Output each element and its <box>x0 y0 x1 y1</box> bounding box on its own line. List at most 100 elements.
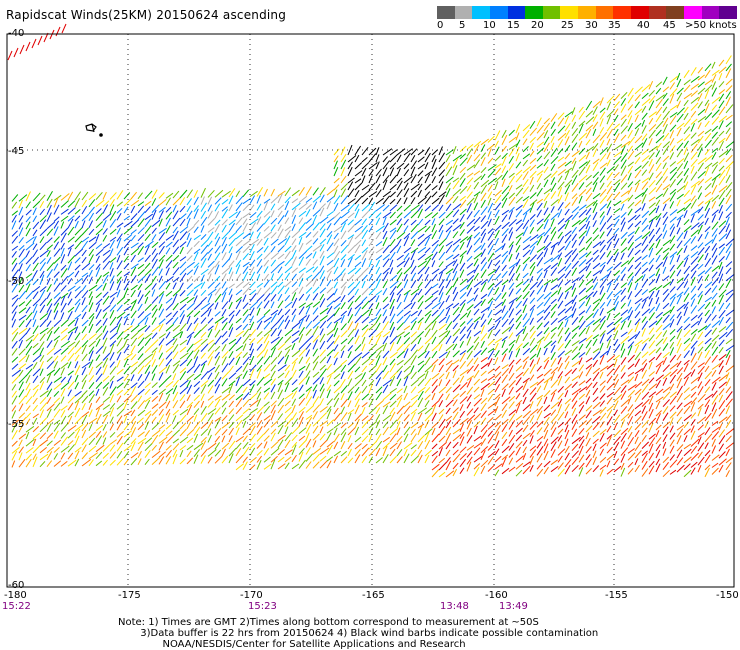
wind-barb <box>256 232 261 239</box>
wind-barb <box>641 468 649 477</box>
wind-barb <box>459 431 465 439</box>
wind-barb <box>711 200 717 209</box>
wind-barb <box>333 455 339 464</box>
wind-barb <box>32 310 38 321</box>
wind-barb <box>711 462 719 468</box>
wind-barb <box>592 359 599 368</box>
wind-barb <box>501 145 507 153</box>
wind-barb <box>368 191 378 198</box>
wind-barb <box>431 320 437 331</box>
wind-barb <box>382 454 389 464</box>
wind-barb <box>431 283 439 289</box>
wind-barb <box>648 257 655 265</box>
wind-barb <box>655 183 663 193</box>
wind-barb <box>620 145 626 155</box>
wind-barb <box>592 199 598 207</box>
wind-barb <box>361 406 366 415</box>
wind-barb <box>550 231 557 241</box>
wind-barb <box>557 287 562 295</box>
wind-barb <box>354 218 363 226</box>
wind-barb <box>473 191 481 197</box>
wind-barb <box>557 245 565 253</box>
wind-barb <box>704 371 713 380</box>
wind-barb <box>697 351 703 361</box>
wind-barb <box>46 237 53 244</box>
wind-barb <box>403 385 408 394</box>
wind-barb <box>207 400 214 408</box>
wind-barb <box>263 378 273 386</box>
wind-barb <box>431 309 439 317</box>
wind-barb <box>634 415 642 424</box>
wind-barb <box>613 133 620 144</box>
wind-barb <box>102 352 111 361</box>
wind-barb <box>648 152 655 160</box>
wind-barb <box>11 305 18 314</box>
wind-barb <box>662 110 670 121</box>
wind-barb <box>522 129 530 139</box>
wind-barb <box>522 207 532 216</box>
wind-barb <box>669 335 676 342</box>
wind-barb <box>522 380 528 391</box>
wind-barb <box>613 414 621 424</box>
wind-barb <box>683 316 690 324</box>
wind-barb <box>417 397 424 408</box>
wind-barb <box>39 286 47 293</box>
wind-barb <box>193 275 201 283</box>
wind-barb <box>130 242 139 249</box>
wind-barb <box>417 317 424 324</box>
wind-barb <box>347 351 352 359</box>
wind-barb <box>354 182 363 191</box>
wind-barb <box>319 340 326 350</box>
wind-barb <box>193 248 201 255</box>
wind-barb <box>704 393 714 401</box>
wind-barb <box>641 427 648 435</box>
wind-barb <box>410 301 416 310</box>
wind-barb <box>529 289 535 297</box>
wind-barb <box>74 361 79 369</box>
wind-barb <box>382 342 387 352</box>
wind-barb <box>487 244 494 255</box>
wind-barb <box>557 375 563 386</box>
wind-barb <box>515 455 524 463</box>
wind-barb <box>578 204 587 211</box>
wind-barb <box>641 194 647 204</box>
wind-barb <box>242 328 250 338</box>
wind-barb <box>389 245 398 254</box>
wind-barb <box>256 331 263 337</box>
wind-barb <box>718 175 726 186</box>
wind-barb <box>431 404 437 415</box>
wind-barb <box>641 210 650 218</box>
wind-barb <box>697 451 703 459</box>
wind-barb <box>284 344 292 351</box>
wind-barb <box>494 337 503 344</box>
wind-barb <box>599 244 606 253</box>
wind-barb <box>193 251 199 261</box>
wind-barb <box>655 364 662 375</box>
wind-barb <box>410 239 416 247</box>
wind-barb <box>214 364 220 373</box>
wind-barb <box>305 245 313 252</box>
wind-barb <box>249 407 258 415</box>
wind-barb <box>130 394 139 403</box>
wind-barb <box>186 210 193 220</box>
wind-barb <box>606 409 613 419</box>
wind-barb <box>256 336 264 344</box>
wind-barb <box>494 181 499 190</box>
wind-barb <box>361 357 371 366</box>
wind-barb <box>249 195 256 204</box>
wind-barb <box>494 431 500 442</box>
wind-barb <box>648 278 656 286</box>
wind-barb <box>88 254 94 264</box>
wind-barb <box>599 211 605 218</box>
wind-barb <box>648 402 654 412</box>
wind-barb <box>417 301 424 310</box>
wind-barb <box>711 438 716 447</box>
wind-barb <box>242 456 248 464</box>
wind-barb <box>655 430 660 438</box>
wind-barb <box>249 289 257 295</box>
wind-barb <box>291 404 296 413</box>
wind-barb <box>32 433 40 440</box>
wind-barb <box>522 138 528 146</box>
wind-barb <box>354 231 363 240</box>
wind-barb <box>466 279 474 290</box>
